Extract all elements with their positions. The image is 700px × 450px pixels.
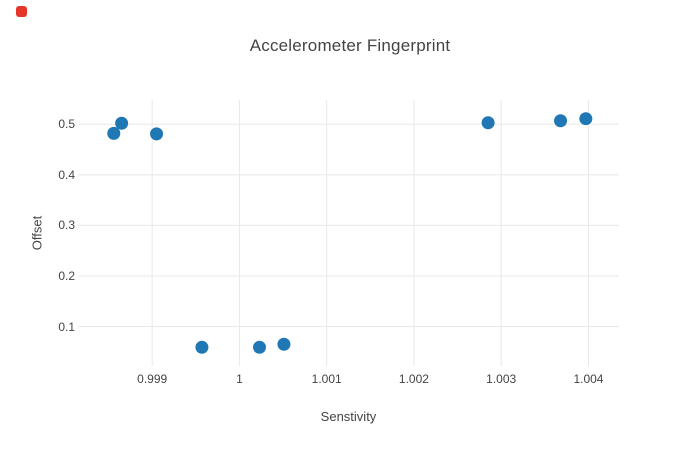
y-tick-label: 0.4	[58, 167, 75, 182]
x-tick-label: 1.004	[573, 372, 604, 386]
scatter-point[interactable]	[107, 126, 121, 140]
x-tick-label: 1.001	[311, 372, 342, 386]
scatter-point[interactable]	[150, 127, 164, 141]
scatter-point[interactable]	[195, 340, 209, 354]
y-tick-label: 0.5	[58, 117, 75, 132]
x-tick-label: 1	[236, 372, 243, 386]
scatter-point[interactable]	[554, 114, 568, 128]
scatter-point[interactable]	[579, 112, 593, 126]
scatter-plot[interactable]	[78, 100, 619, 366]
y-tick-label: 0.3	[58, 218, 75, 233]
scatter-point[interactable]	[277, 337, 291, 351]
y-tick-label: 0.2	[58, 268, 75, 283]
y-axis-title: Offset	[29, 215, 45, 251]
x-tick-label: 1.003	[486, 372, 517, 386]
scatter-point[interactable]	[252, 340, 266, 354]
scatter-point[interactable]	[481, 116, 495, 130]
y-tick-label: 0.1	[58, 319, 75, 334]
x-tick-label: 0.999	[137, 372, 168, 386]
x-axis-title: Senstivity	[320, 409, 377, 424]
x-tick-label: 1.002	[398, 372, 429, 386]
chart-title: Accelerometer Fingerprint	[249, 36, 451, 55]
record-indicator-icon	[16, 6, 27, 17]
scatter-point[interactable]	[115, 116, 129, 130]
plot-area[interactable]	[78, 100, 619, 366]
